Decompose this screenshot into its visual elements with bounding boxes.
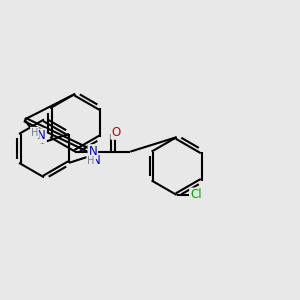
Text: H: H xyxy=(87,156,94,166)
Text: O: O xyxy=(111,126,121,139)
Text: N: N xyxy=(37,129,46,142)
Text: N: N xyxy=(88,145,97,158)
Text: H: H xyxy=(31,128,38,138)
Text: N: N xyxy=(92,154,101,167)
Text: Cl: Cl xyxy=(190,188,202,202)
